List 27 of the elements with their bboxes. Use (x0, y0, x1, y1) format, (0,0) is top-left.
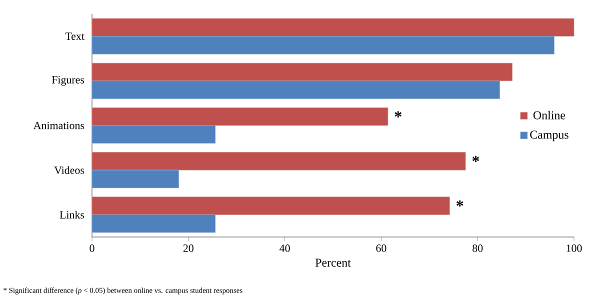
y-tick-label: Text (65, 32, 84, 40)
x-tick-label: 0 (90, 244, 94, 252)
x-tick-label: 20 (183, 244, 194, 252)
annotation: * (394, 111, 402, 118)
bar (92, 62, 513, 82)
bar (92, 196, 450, 215)
annotation: * (456, 200, 464, 207)
x-tick-label: 60 (376, 244, 386, 252)
y-tick-label: Videos (54, 166, 84, 174)
x-tick-label: 100 (566, 244, 582, 252)
bar (92, 125, 216, 144)
y-tick-label: Links (60, 210, 84, 219)
y-tick-label: Figures (52, 76, 84, 86)
x-axis-title: Percent (315, 258, 351, 267)
legend-label: Online (533, 110, 566, 120)
bar (92, 214, 216, 233)
bar (92, 152, 466, 170)
x-tick-label: 80 (472, 244, 483, 252)
bar (92, 107, 388, 126)
x-tick-label: 40 (280, 244, 290, 252)
bar (92, 18, 574, 37)
annotation: * (472, 156, 480, 162)
legend-label: Campus (530, 130, 568, 142)
bar (92, 80, 500, 99)
y-tick-label: Animations (33, 122, 84, 130)
bar (92, 170, 179, 188)
bar (92, 36, 554, 54)
